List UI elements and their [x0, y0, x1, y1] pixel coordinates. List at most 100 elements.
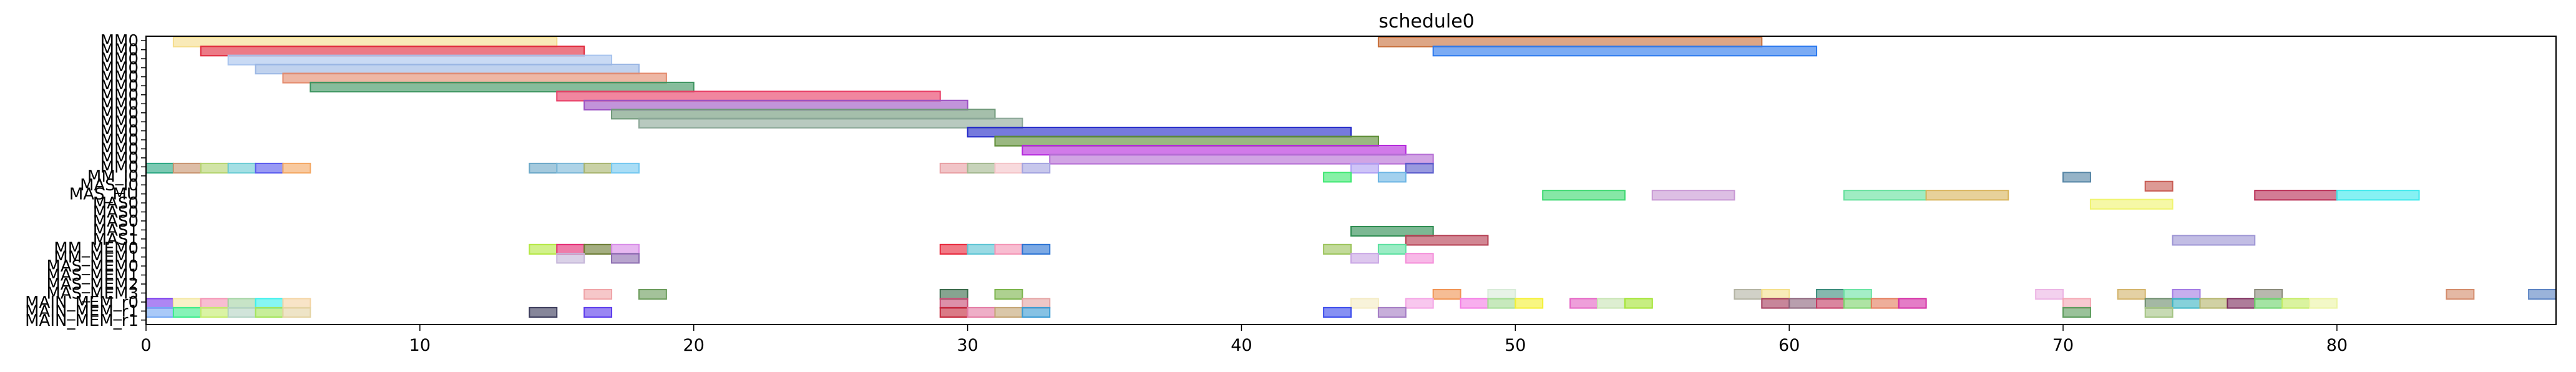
task-bar — [256, 298, 283, 308]
task-bar — [995, 164, 1022, 173]
task-bar — [1543, 190, 1625, 200]
task-bar — [1488, 290, 1515, 299]
task-bar — [1433, 46, 1817, 56]
x-tick-label: 80 — [2326, 336, 2348, 355]
task-bar — [1324, 308, 1351, 317]
task-bar — [612, 109, 995, 119]
task-bar — [557, 253, 584, 263]
task-bar — [1871, 298, 1899, 308]
task-bar — [1378, 245, 1406, 254]
task-bar — [2063, 298, 2091, 308]
task-bar — [1926, 190, 2009, 200]
x-tick-label: 40 — [1231, 336, 1252, 355]
task-bar — [1789, 298, 1817, 308]
task-bar — [1022, 145, 1405, 155]
task-bar — [310, 82, 693, 92]
task-bar — [1050, 154, 1433, 164]
task-bar — [1022, 245, 1050, 254]
bars-layer — [146, 37, 2556, 317]
task-bar — [584, 290, 612, 299]
task-bar — [1652, 190, 1735, 200]
task-bar — [2091, 200, 2173, 209]
task-bar — [1570, 298, 1598, 308]
task-bar — [201, 164, 228, 173]
task-bar — [256, 64, 639, 74]
task-bar — [557, 245, 584, 254]
task-bar — [2145, 308, 2173, 317]
x-tick-label: 50 — [1505, 336, 1526, 355]
task-bar — [968, 245, 995, 254]
chart-title: schedule0 — [1378, 11, 1475, 32]
x-tick-label: 0 — [140, 336, 151, 355]
task-bar — [557, 91, 940, 100]
task-bar — [1762, 298, 1789, 308]
task-bar — [529, 308, 557, 317]
task-bar — [995, 245, 1022, 254]
task-bar — [1022, 308, 1050, 317]
task-bar — [1351, 227, 1433, 236]
task-bar — [146, 164, 173, 173]
task-bar — [2118, 290, 2145, 299]
task-bar — [2255, 290, 2282, 299]
task-bar — [1461, 298, 1488, 308]
task-bar — [584, 245, 612, 254]
task-bar — [1625, 298, 1652, 308]
task-bar — [228, 164, 256, 173]
x-tick-label: 60 — [1778, 336, 1800, 355]
task-bar — [173, 308, 201, 317]
task-bar — [1488, 298, 1515, 308]
task-bar — [1598, 298, 1625, 308]
task-bar — [173, 37, 557, 47]
task-bar — [1378, 308, 1406, 317]
task-bar — [2173, 290, 2200, 299]
task-bar — [940, 245, 968, 254]
task-bar — [529, 164, 557, 173]
task-bar — [1022, 164, 1050, 173]
task-bar — [2255, 190, 2337, 200]
task-bar — [1022, 298, 1050, 308]
task-bar — [940, 290, 968, 299]
task-bar — [283, 298, 310, 308]
task-bar — [2446, 290, 2474, 299]
task-bar — [2227, 298, 2255, 308]
task-bar — [283, 73, 666, 82]
task-bar — [256, 164, 283, 173]
task-bar — [2282, 298, 2310, 308]
task-bar — [1734, 290, 1762, 299]
task-bar — [2063, 172, 2091, 182]
x-tick-label: 70 — [2052, 336, 2074, 355]
task-bar — [612, 253, 639, 263]
x-tick-label: 10 — [409, 336, 431, 355]
task-bar — [201, 308, 228, 317]
task-bar — [968, 127, 1351, 137]
task-bar — [1406, 235, 1488, 245]
task-bar — [173, 298, 201, 308]
task-bar — [639, 290, 666, 299]
task-bar — [1406, 253, 1433, 263]
y-tick-labels: MM0MM0MM0MM0MM0MM0MM0MM0MM0MM0MM0MM0MM0M… — [25, 32, 146, 330]
task-bar — [201, 46, 584, 56]
x-tick-labels: 0 10 20 30 40 50 60 70 80 — [140, 325, 2348, 355]
x-tick-label: 30 — [957, 336, 978, 355]
y-tick-label: MAIN_MEM_r1 — [25, 311, 139, 330]
task-bar — [228, 56, 612, 65]
task-bar — [146, 308, 173, 317]
task-bar — [283, 164, 310, 173]
task-bar — [612, 164, 639, 173]
task-bar — [1351, 298, 1378, 308]
task-bar — [2145, 298, 2173, 308]
task-bar — [1378, 37, 1762, 47]
task-bar — [639, 119, 1022, 128]
task-bar — [1433, 290, 1461, 299]
task-bar — [1762, 290, 1789, 299]
task-bar — [584, 164, 612, 173]
x-tick-label: 20 — [683, 336, 705, 355]
task-bar — [995, 308, 1022, 317]
task-bar — [995, 290, 1022, 299]
task-bar — [612, 245, 639, 254]
task-bar — [2145, 182, 2173, 191]
task-bar — [1844, 190, 1926, 200]
task-bar — [1817, 290, 1844, 299]
